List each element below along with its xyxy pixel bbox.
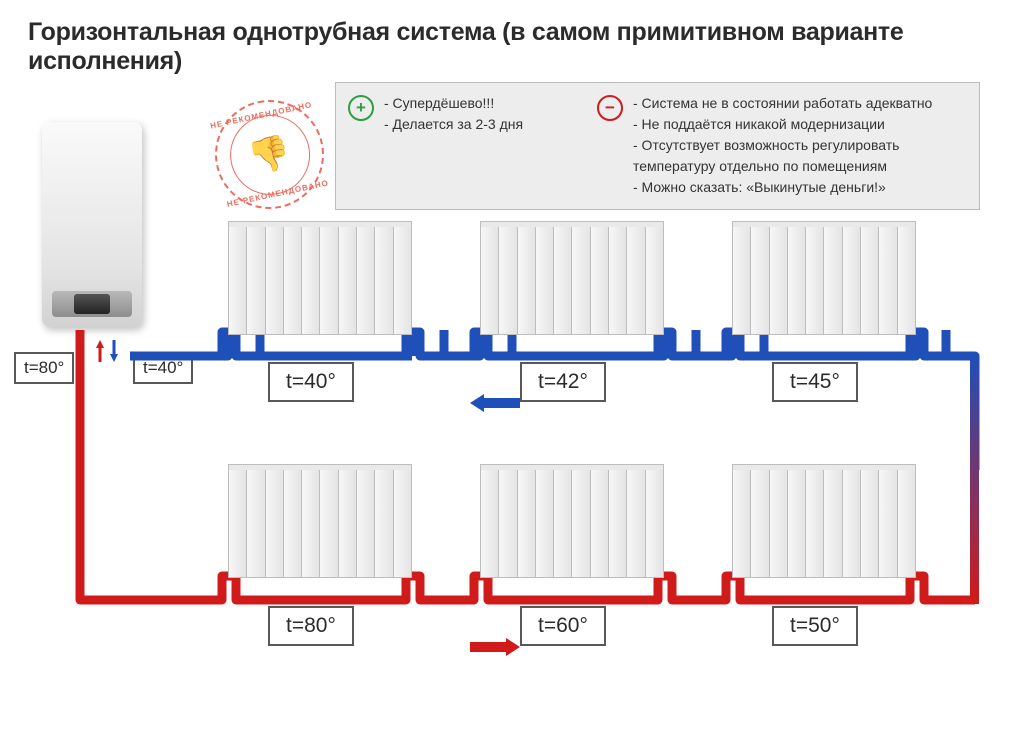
pros-list: - Супердёшево!!!- Делается за 2-3 дня [384,93,523,199]
con-line: - Система не в состоянии работать адеква… [633,93,932,114]
radiator-top-3 [732,225,916,335]
radiator-bottom-3 [732,468,916,578]
temp-label-bottom-3: t=50° [772,606,858,646]
con-line: - Отсутствует возможность регулировать [633,135,932,156]
temp-label-boiler-out: t=80° [14,352,74,384]
temp-label-top-2: t=42° [520,362,606,402]
radiator-top-2 [480,225,664,335]
info-box: + - Супердёшево!!!- Делается за 2-3 дня … [335,82,980,210]
cons-list: - Система не в состоянии работать адеква… [633,93,932,199]
boiler-return-down-icon [96,340,104,362]
con-line: - Не поддаётся никакой модернизации [633,114,932,135]
page-title: Горизонтальная однотрубная система (в са… [28,18,1024,76]
flow-arrow-supply-icon [470,638,520,656]
flow-arrow-return-icon [470,394,520,412]
temp-label-bottom-2: t=60° [520,606,606,646]
plus-icon: + [348,95,374,121]
con-line: - Можно сказать: «Выкинутые деньги!» [633,177,932,198]
temp-label-bottom-1: t=80° [268,606,354,646]
radiator-top-1 [228,225,412,335]
boiler [42,122,142,327]
con-line: температуру отдельно по помещениям [633,156,932,177]
radiator-bottom-2 [480,468,664,578]
radiator-bottom-1 [228,468,412,578]
temp-label-top-3: t=45° [772,362,858,402]
pro-line: - Делается за 2-3 дня [384,114,523,135]
minus-icon: − [597,95,623,121]
boiler-supply-up-icon [110,340,118,362]
temp-label-boiler-in: t=40° [133,352,193,384]
pro-line: - Супердёшево!!! [384,93,523,114]
not-recommended-stamp: НЕ РЕКОМЕНДОВАНО 👎 НЕ РЕКОМЕНДОВАНО [205,90,334,219]
temp-label-top-1: t=40° [268,362,354,402]
